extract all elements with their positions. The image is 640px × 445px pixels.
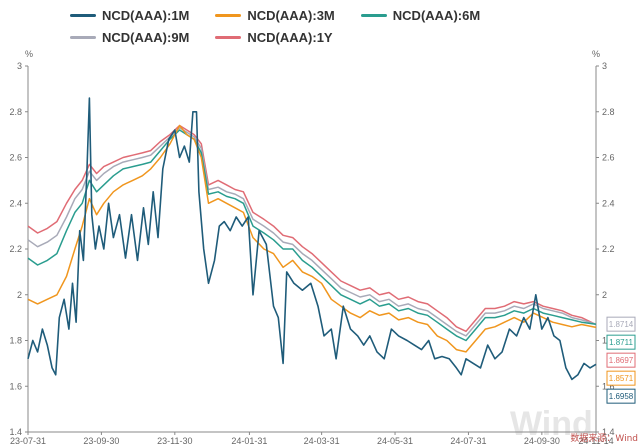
legend-swatch: [215, 14, 242, 17]
legend-item: NCD(AAA):3M: [215, 6, 335, 26]
end-value-label: 1.8571: [609, 374, 634, 383]
y-tick-label-right: 2.2: [602, 244, 615, 254]
legend-item: NCD(AAA):6M: [360, 6, 481, 26]
y-unit-left: %: [25, 49, 33, 59]
legend-item: NCD(AAA):1M: [70, 6, 189, 26]
end-value-label: 1.8714: [609, 320, 634, 329]
y-unit-right: %: [592, 49, 600, 59]
legend-swatch: [70, 35, 96, 39]
y-tick-label-left: 2.6: [9, 153, 22, 163]
series-line: [27, 127, 597, 337]
series-line: [27, 124, 597, 353]
y-tick-label-left: 1.4: [9, 427, 22, 437]
y-tick-label-right: 3: [602, 61, 607, 71]
x-tick-label: 24-07-31: [450, 436, 486, 445]
legend-item: NCD(AAA):9M: [70, 27, 189, 47]
end-value-label: 1.8697: [609, 356, 634, 365]
end-value-box: [606, 334, 636, 350]
y-tick-label-left: 1.6: [9, 381, 22, 391]
series-line: [27, 129, 597, 342]
x-tick-label: 23-11-30: [157, 436, 192, 445]
legend-label: NCD(AAA):1Y: [247, 29, 333, 45]
end-value-box: [606, 370, 636, 386]
series-line: [27, 124, 597, 333]
end-value-box: [606, 316, 636, 332]
legend-label: NCD(AAA):9M: [102, 29, 190, 45]
end-value-box: [606, 352, 636, 368]
legend-swatch: [70, 14, 96, 17]
legend-label: NCD(AAA):1M: [102, 8, 190, 23]
x-tick-label: 24-11-14: [578, 436, 613, 445]
y-tick-label-right: 2.6: [602, 153, 615, 163]
chart-legend: NCD(AAA):1M NCD(AAA):3M NCD(AAA):6M NCD(AAA…: [70, 4, 630, 47]
x-tick-label: 24-01-31: [231, 436, 267, 445]
y-tick-label-left: 2.4: [9, 198, 22, 208]
y-tick-label-left: 2: [17, 290, 22, 300]
x-tick-label: 24-05-31: [377, 436, 413, 445]
end-value-label: 1.8711: [609, 338, 633, 347]
legend-swatch: [215, 35, 242, 39]
series-line: [27, 97, 597, 381]
legend-label: NCD(AAA):3M: [247, 8, 335, 23]
legend-item: NCD(AAA):1Y: [215, 27, 333, 47]
y-tick-label-left: 1.8: [9, 336, 22, 346]
y-tick-label-left: 2.8: [9, 107, 22, 117]
end-value-label: 1.6958: [609, 392, 634, 401]
y-tick-label-right: 1.4: [602, 427, 615, 437]
y-tick-label-right: 2.8: [602, 107, 615, 117]
x-tick-label: 24-03-31: [304, 436, 340, 445]
watermark: Wind: [510, 405, 593, 443]
y-tick-label-right: 2: [602, 290, 607, 300]
y-tick-label-right: 1.6: [602, 381, 615, 391]
x-tick-label: 24-09-30: [524, 436, 560, 445]
y-tick-label-left: 3: [17, 61, 22, 71]
end-value-box: [606, 388, 636, 404]
source-note: 数据来源：Wind: [570, 432, 638, 444]
legend-label: NCD(AAA):6M: [392, 8, 481, 23]
x-tick-label: 23-09-30: [83, 436, 119, 445]
legend-swatch: [360, 14, 387, 17]
x-tick-label: 23-07-31: [10, 436, 46, 445]
y-tick-label-right: 2.4: [602, 198, 615, 208]
y-tick-label-left: 2.2: [9, 244, 22, 254]
